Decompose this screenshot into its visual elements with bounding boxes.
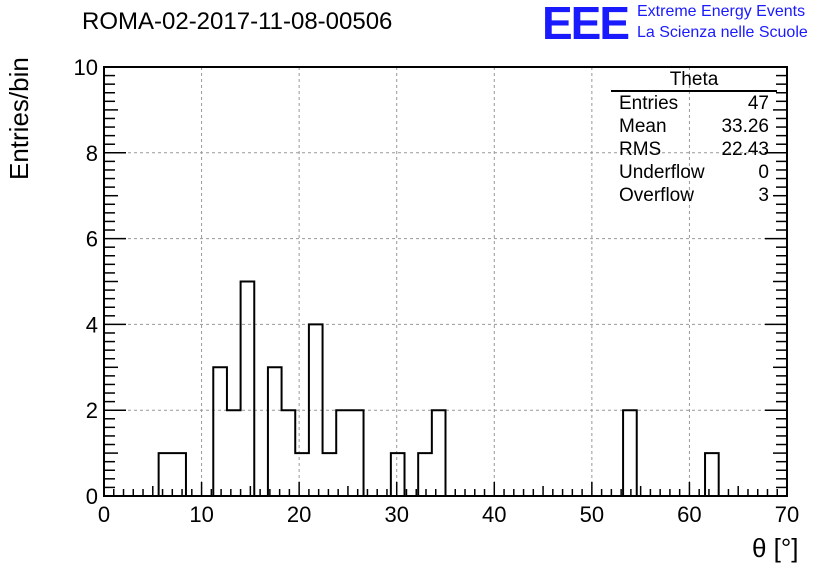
stats-value: 22.43 [721, 139, 769, 160]
stats-row-overflow: Overflow 3 [611, 184, 777, 207]
stats-label: Overflow [619, 185, 694, 206]
histogram-series-line [104, 280, 787, 497]
eee-logo: EEE [542, 0, 630, 49]
x-tick-label: 0 [98, 502, 110, 527]
stats-box-name: Theta [611, 70, 777, 92]
stats-label: Entries [619, 93, 679, 114]
y-axis-label: Entries/bin [4, 57, 34, 180]
x-axis-label: θ [°] [752, 533, 799, 563]
stats-value: 3 [758, 185, 769, 206]
y-tick-label: 0 [86, 484, 98, 509]
stats-value: 33.26 [721, 116, 769, 137]
stats-row-mean: Mean 33.26 [611, 115, 777, 138]
stats-label: RMS [619, 139, 662, 160]
y-tick-label: 4 [86, 312, 98, 337]
x-tick-label: 10 [189, 502, 213, 527]
x-tick-label: 40 [482, 502, 506, 527]
y-tick-label: 6 [86, 227, 98, 252]
stats-value: 0 [758, 162, 769, 183]
x-tick-label: 30 [384, 502, 408, 527]
x-tick-label: 70 [775, 502, 799, 527]
stats-value: 47 [747, 93, 769, 114]
y-tick-label: 2 [86, 398, 98, 423]
x-tick-label: 20 [287, 502, 311, 527]
x-tick-label: 60 [677, 502, 701, 527]
y-tick-label: 10 [74, 55, 98, 80]
stats-row-underflow: Underflow 0 [611, 161, 777, 184]
stats-box: Theta Entries 47 Mean 33.26 RMS 22.43 Un… [611, 70, 777, 207]
logo-tagline-2: La Scienza nelle Scuole [637, 24, 808, 41]
stats-label: Underflow [619, 162, 705, 183]
stats-label: Mean [619, 116, 667, 137]
y-tick-label: 8 [86, 141, 98, 166]
stats-row-rms: RMS 22.43 [611, 138, 777, 161]
stats-row-entries: Entries 47 [611, 92, 777, 115]
x-tick-label: 50 [580, 502, 604, 527]
plot-title: ROMA-02-2017-11-08-00506 [82, 8, 393, 35]
logo-tagline-1: Extreme Energy Events [637, 3, 806, 20]
